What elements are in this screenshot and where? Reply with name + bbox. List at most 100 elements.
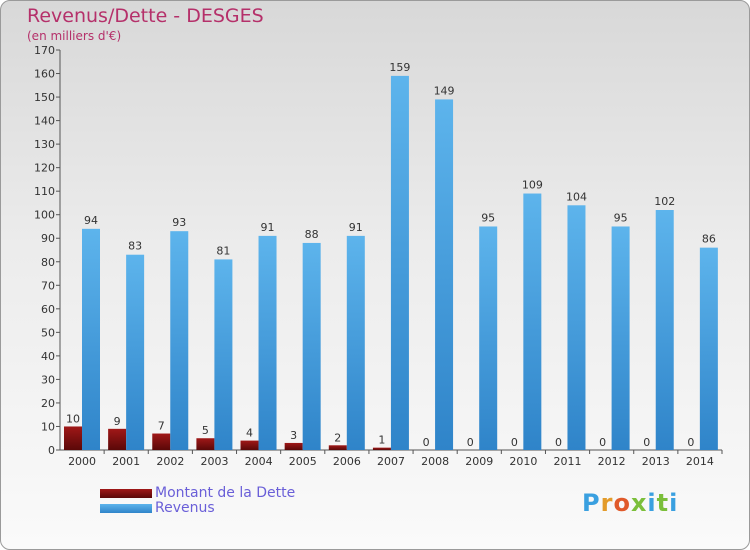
x-tick-label: 2002 [156,455,184,468]
bar-dette [152,433,171,450]
logo-letter: r [600,489,614,517]
logo-letter: x [630,489,648,517]
y-tick-label: 10 [41,420,55,433]
bar-revenus [523,193,542,450]
logo-letter: i [647,489,657,517]
x-tick-label: 2005 [289,455,317,468]
data-label-dette: 1 [378,434,385,447]
x-tick-label: 2008 [421,455,449,468]
data-label-revenus: 95 [481,211,495,224]
data-label-dette: 3 [290,429,297,442]
data-label-dette: 0 [555,436,562,449]
logo-letter: i [669,489,679,517]
data-label-dette: 0 [643,436,650,449]
bar-dette [372,447,391,450]
bar-revenus [655,210,674,450]
bar-revenus [611,226,630,450]
x-tick-label: 2000 [68,455,96,468]
x-tick-label: 2003 [200,455,228,468]
y-tick-label: 170 [34,44,55,57]
y-tick-label: 20 [41,397,55,410]
data-label-dette: 0 [467,436,474,449]
bar-revenus [479,226,498,450]
y-tick-label: 110 [34,185,55,198]
proxiti-logo: Proxiti [582,489,678,517]
bar-revenus [82,228,100,450]
y-tick-label: 60 [41,303,55,316]
bar-revenus [699,247,718,450]
data-label-revenus: 109 [522,179,543,192]
legend-label-revenus: Revenus [155,500,215,516]
data-label-dette: 0 [687,436,694,449]
y-tick-label: 130 [34,138,55,151]
x-tick-label: 2006 [333,455,361,468]
x-tick-label: 2013 [642,455,670,468]
y-tick-label: 40 [41,350,55,363]
data-label-dette: 7 [158,420,165,433]
y-tick-label: 150 [34,91,55,104]
legend-swatch-revenus [100,504,152,513]
data-label-revenus: 86 [702,233,716,246]
y-tick-label: 100 [34,209,55,222]
chart-title: Revenus/Dette - DESGES [27,5,264,27]
y-tick-label: 70 [41,279,55,292]
bar-revenus [346,235,365,450]
bar-dette [108,428,127,450]
y-tick-label: 80 [41,256,55,269]
chart-subtitle: (en milliers d'€) [27,29,122,43]
y-tick-label: 160 [34,68,55,81]
y-tick-label: 30 [41,373,55,386]
data-label-dette: 4 [246,427,253,440]
x-tick-label: 2001 [112,455,140,468]
data-label-revenus: 88 [305,228,319,241]
data-label-revenus: 95 [614,211,628,224]
bar-revenus [435,99,454,450]
x-tick-label: 2009 [465,455,493,468]
bar-dette [240,440,259,450]
data-label-dette: 0 [511,436,518,449]
x-tick-label: 2011 [554,455,582,468]
x-tick-label: 2014 [686,455,714,468]
logo-letter: P [582,489,601,517]
data-label-dette: 10 [66,412,80,425]
data-label-revenus: 104 [566,190,587,203]
data-label-dette: 2 [334,431,341,444]
bar-dette [196,438,215,450]
data-label-dette: 0 [599,436,606,449]
data-label-revenus: 94 [84,214,98,227]
bar-revenus [214,259,233,450]
y-tick-label: 140 [34,115,55,128]
data-label-revenus: 149 [434,84,455,97]
legend-swatch-dette [100,489,152,498]
bar-revenus [126,254,145,450]
bar-dette [64,426,82,450]
y-tick-label: 50 [41,326,55,339]
bar-dette [328,445,347,450]
legend-label-dette: Montant de la Dette [155,485,296,501]
x-tick-label: 2004 [245,455,273,468]
data-label-revenus: 102 [654,195,675,208]
bar-revenus [170,231,189,450]
logo-letter: t [656,489,670,517]
bar-dette [284,442,303,450]
bar-revenus [258,235,277,450]
bar-revenus [302,242,321,450]
data-label-revenus: 91 [349,221,363,234]
x-tick-label: 2010 [509,455,537,468]
y-tick-label: 0 [48,444,55,457]
logo-letter: o [613,489,631,517]
data-label-revenus: 83 [128,240,142,253]
x-tick-label: 2012 [598,455,626,468]
bar-revenus [567,205,586,450]
data-label-revenus: 91 [261,221,275,234]
data-label-dette: 0 [423,436,430,449]
x-tick-label: 2007 [377,455,405,468]
data-label-revenus: 81 [216,244,230,257]
y-tick-label: 90 [41,232,55,245]
data-label-revenus: 159 [389,61,410,74]
data-label-dette: 9 [114,415,121,428]
data-label-revenus: 93 [172,216,186,229]
y-tick-label: 120 [34,162,55,175]
bar-revenus [390,75,409,450]
